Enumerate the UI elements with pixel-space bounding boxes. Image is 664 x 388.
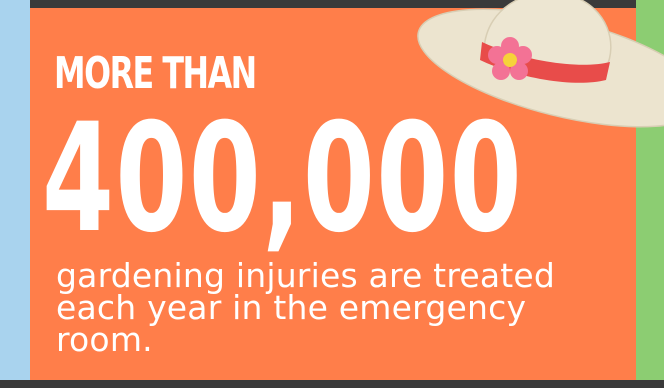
- sun-hat-icon: [417, 0, 664, 128]
- stat-description: gardening injuries are treated each year…: [56, 256, 616, 359]
- top-frame-strip: [30, 0, 636, 10]
- description-line: room.: [56, 320, 153, 359]
- lead-text: MORE THAN: [54, 48, 257, 99]
- description-line: gardening injuries are treated: [56, 256, 556, 295]
- bottom-frame-strip: [0, 380, 664, 388]
- stat-figure: 400,000: [42, 92, 524, 266]
- description-line: each year in the emergency: [56, 288, 527, 327]
- left-background-strip: [0, 0, 30, 388]
